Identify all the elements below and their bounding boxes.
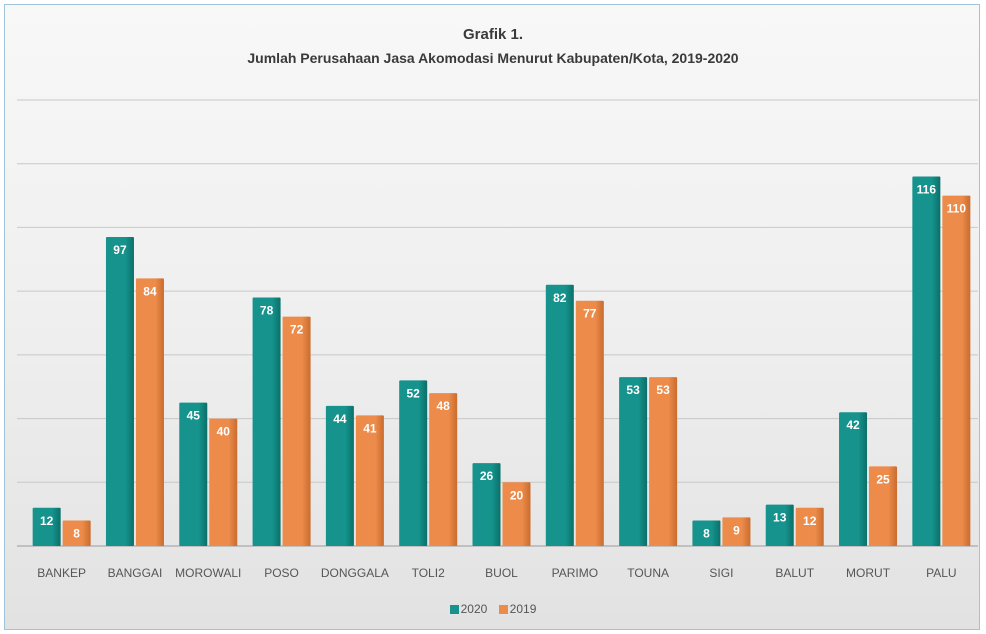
- data-label: 72: [290, 323, 304, 337]
- bar-2019-banggai: [135, 278, 164, 546]
- x-tick-label: SIGI: [709, 566, 733, 580]
- legend: 2020 2019: [0, 602, 986, 616]
- data-label: 78: [260, 304, 274, 318]
- bar-2019-sigi: [722, 517, 751, 546]
- data-label: 82: [553, 291, 567, 305]
- data-label: 42: [846, 418, 860, 432]
- x-tick-label: BANGGAI: [108, 566, 163, 580]
- bar-2020-sigi: [692, 520, 721, 546]
- x-tick-label: POSO: [264, 566, 299, 580]
- data-label: 116: [917, 182, 937, 196]
- data-label: 40: [217, 425, 231, 439]
- bar-2019-palu: [942, 195, 971, 547]
- x-tick-label: DONGGALA: [321, 566, 389, 580]
- bar-2020-balut: [765, 504, 794, 546]
- data-label: 84: [143, 284, 157, 298]
- x-tick-label: TOLI2: [412, 566, 445, 580]
- legend-item-2019: 2019: [498, 602, 537, 616]
- bar-2019-morut: [869, 466, 898, 546]
- data-label: 12: [803, 514, 817, 528]
- data-label: 26: [480, 469, 494, 483]
- legend-swatch-2020: [449, 605, 459, 614]
- legend-item-2020: 2020: [449, 602, 488, 616]
- chart-title: Grafik 1.: [462, 26, 524, 43]
- legend-swatch-2019: [498, 605, 508, 614]
- bar-2019-parimo: [575, 300, 604, 546]
- x-tick-label: PALU: [926, 566, 956, 580]
- data-label: 25: [876, 472, 890, 486]
- bar-2020-bankep: [32, 507, 61, 546]
- bar-2019-morowali: [209, 418, 238, 546]
- bar-2020-banggai: [105, 236, 134, 546]
- data-label: 45: [187, 409, 201, 423]
- legend-label-2019: 2019: [509, 602, 537, 616]
- bar-2020-morut: [839, 412, 868, 546]
- bar-2019-buol: [502, 482, 531, 546]
- bar-2020-palu: [912, 176, 941, 546]
- data-label: 20: [510, 488, 524, 502]
- bar-2019-poso: [282, 316, 311, 546]
- gridlines: [17, 99, 978, 547]
- bar-2020-toli2: [399, 380, 428, 546]
- chart-subtitle: Jumlah Perusahaan Jasa Akomodasi Menurut…: [247, 50, 739, 66]
- x-tick-label: MORUT: [846, 566, 891, 580]
- x-tick-label: TOUNA: [627, 566, 669, 580]
- x-tick-label: MOROWALI: [175, 566, 241, 580]
- data-label: 77: [583, 307, 597, 321]
- data-label: 52: [407, 386, 421, 400]
- bar-2020-touna: [619, 377, 648, 546]
- bar-2020-parimo: [545, 284, 574, 546]
- data-label: 8: [703, 527, 710, 541]
- bar-2020-morowali: [179, 402, 208, 546]
- data-label: 110: [947, 202, 967, 216]
- bar-2020-buol: [472, 463, 501, 546]
- data-label: 97: [113, 243, 127, 257]
- bar-2019-balut: [795, 507, 824, 546]
- data-label: 53: [626, 383, 640, 397]
- bar-2019-bankep: [62, 520, 91, 546]
- bar-2020-donggala: [325, 405, 354, 546]
- x-tick-label: BUOL: [485, 566, 518, 580]
- data-label: 53: [656, 383, 670, 397]
- bar-2020-poso: [252, 297, 281, 546]
- bar-2019-toli2: [429, 393, 458, 546]
- data-labels: 12 8 97 84 45 40 78 72 44 41 52 48 26 20 82 77 53 53 8 9 13 1…: [40, 182, 966, 540]
- x-tick-labels: BANKEP BANGGAI MOROWALI POSO DONGGALA TOLI2 BU…: [37, 566, 956, 580]
- data-label: 44: [333, 412, 347, 426]
- data-label: 13: [773, 511, 787, 525]
- legend-label-2020: 2020: [460, 602, 488, 616]
- bars: [32, 176, 971, 547]
- data-label: 8: [73, 527, 80, 541]
- bar-2019-touna: [649, 377, 678, 546]
- data-label: 12: [40, 514, 54, 528]
- data-label: 9: [733, 523, 740, 537]
- x-tick-label: BALUT: [775, 566, 814, 580]
- data-label: 48: [437, 399, 451, 413]
- bar-2019-donggala: [355, 415, 384, 546]
- data-label: 41: [363, 421, 377, 435]
- x-tick-label: PARIMO: [552, 566, 598, 580]
- x-tick-label: BANKEP: [37, 566, 86, 580]
